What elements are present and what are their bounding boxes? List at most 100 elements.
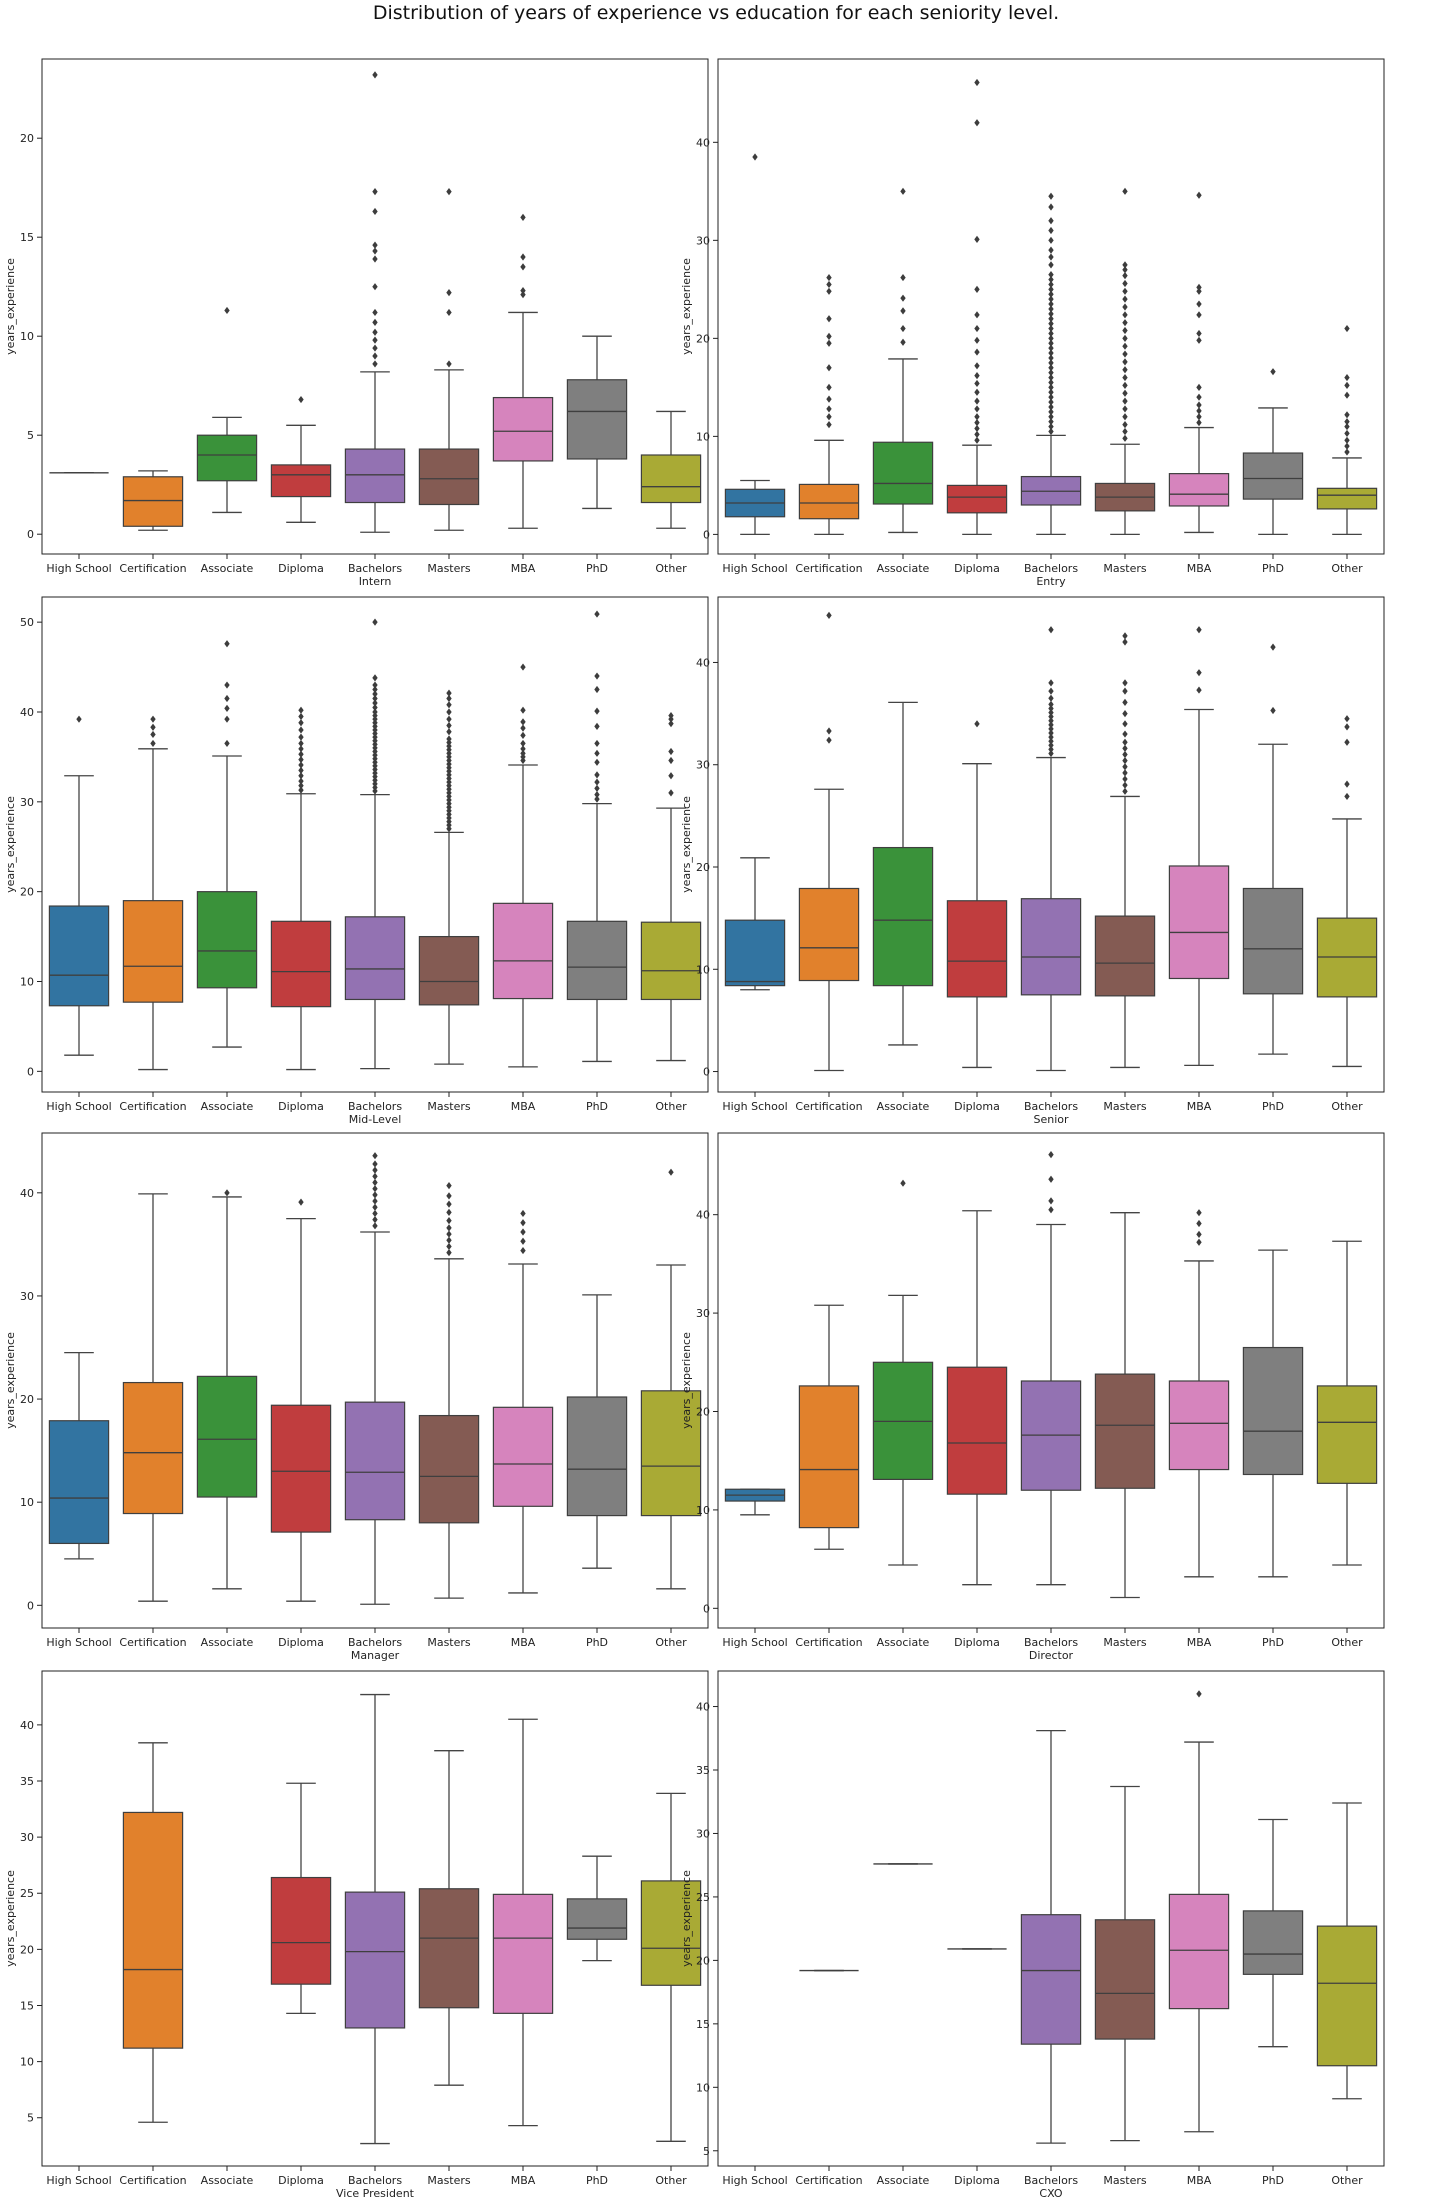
outlier-point — [372, 207, 378, 216]
outlier-point — [150, 715, 156, 723]
outlier-point — [1196, 1690, 1202, 1698]
outlier-point — [594, 749, 600, 757]
outlier-point — [1048, 749, 1054, 758]
x-tick-label: Other — [1331, 2174, 1363, 2187]
x-tick-label: PhD — [1262, 562, 1284, 575]
outlier-point — [520, 706, 526, 714]
outlier-point — [1122, 373, 1128, 382]
outlier-point — [446, 735, 452, 743]
panel-senior: 0 10 20 30 40 High School Certification Associa… — [680, 596, 1385, 1126]
y-tick-label: 10 — [20, 330, 34, 343]
outlier-point — [446, 694, 452, 703]
outlier-point — [298, 782, 304, 790]
box-iqr — [492, 1893, 554, 2014]
outlier-point — [520, 213, 526, 221]
outlier-point — [1122, 638, 1128, 646]
x-tick-label: PhD — [586, 562, 608, 575]
box-associate — [872, 701, 934, 1046]
outlier-point — [372, 255, 378, 263]
y-axis-label: years_experience — [680, 1870, 693, 1967]
box-diploma — [270, 395, 332, 523]
outlier-point — [1048, 427, 1054, 436]
outlier-point — [1270, 643, 1276, 651]
box-iqr — [872, 441, 934, 505]
outlier-point — [1196, 283, 1202, 291]
outlier-point — [224, 1189, 230, 1197]
outlier-point — [826, 364, 832, 372]
box-other — [1316, 715, 1378, 1068]
outlier-point — [1122, 687, 1128, 695]
outlier-point — [298, 756, 304, 764]
y-tick-label: 25 — [696, 1891, 710, 1904]
outlier-point — [1048, 359, 1054, 367]
outlier-point — [826, 287, 832, 295]
outlier-point — [1048, 369, 1054, 377]
outlier-point — [1196, 1238, 1202, 1246]
outlier-point — [1122, 709, 1128, 718]
box-other — [1316, 324, 1378, 536]
outlier-point — [224, 739, 230, 748]
outlier-point — [1196, 1219, 1202, 1228]
outlier-point — [372, 1178, 378, 1187]
x-tick-label: Bachelors — [348, 1100, 402, 1113]
outlier-point — [446, 1217, 452, 1225]
outlier-point — [1344, 723, 1350, 731]
outlier-point — [594, 672, 600, 680]
outlier-point — [1048, 253, 1054, 261]
outlier-point — [298, 1198, 304, 1206]
outlier-point — [1196, 1209, 1202, 1217]
outlier-point — [1122, 272, 1128, 280]
outlier-point — [1196, 401, 1202, 409]
outlier-point — [1122, 769, 1128, 777]
y-axis-label: years_experience — [680, 1332, 693, 1429]
box-iqr — [418, 448, 480, 506]
outlier-point — [446, 1224, 452, 1232]
x-tick-label: Certification — [119, 562, 186, 575]
outlier-point — [1122, 366, 1128, 374]
outlier-point — [594, 758, 600, 766]
outlier-point — [1122, 342, 1128, 350]
outlier-point — [1344, 429, 1350, 438]
y-tick-label: 35 — [20, 1775, 34, 1788]
y-tick-label: 20 — [696, 1954, 710, 1967]
box-iqr — [798, 887, 860, 982]
y-tick-label: 5 — [703, 2145, 710, 2158]
outlier-point — [1048, 261, 1054, 269]
x-tick-label: Associate — [877, 1636, 930, 1649]
y-tick-label: 20 — [696, 332, 710, 345]
outlier-point — [826, 727, 832, 735]
outlier-point — [974, 235, 980, 243]
x-tick-label: MBA — [1187, 562, 1212, 575]
outlier-point — [1048, 725, 1054, 733]
x-tick-label: Masters — [427, 562, 471, 575]
panel-vice-president: 5 10 15 20 25 30 35 40 High School Certification A… — [4, 1670, 709, 2200]
box-iqr — [640, 1390, 702, 1517]
box-phd — [1242, 1249, 1304, 1578]
x-tick-label: Masters — [1103, 1100, 1147, 1113]
outlier-point — [298, 777, 304, 785]
x-axis-label: Manager — [351, 1649, 400, 1662]
outlier-point — [1122, 350, 1128, 358]
outlier-point — [372, 1160, 378, 1168]
box-bachelors — [344, 1152, 406, 1605]
outlier-point — [594, 739, 600, 748]
outlier-point — [520, 253, 526, 261]
x-tick-label: PhD — [1262, 1100, 1284, 1113]
box-iqr — [640, 454, 702, 504]
x-tick-label: MBA — [1187, 2174, 1212, 2187]
panel-entry: 0 10 20 30 40 High School Certification Associa… — [680, 58, 1385, 588]
outlier-point — [372, 247, 378, 255]
outlier-point — [372, 241, 378, 249]
outlier-point — [1270, 706, 1276, 715]
x-tick-label: Diploma — [278, 1636, 324, 1649]
y-tick-label: 0 — [27, 528, 34, 541]
box-masters — [418, 1181, 480, 1599]
outlier-point — [1344, 373, 1350, 382]
box-mba — [492, 213, 554, 529]
outlier-point — [1122, 389, 1128, 397]
y-tick-label: 10 — [696, 2081, 710, 2094]
box-masters — [418, 689, 480, 1065]
box-phd — [1242, 1818, 1304, 2048]
box-bachelors — [1020, 1730, 1082, 2144]
x-tick-label: Associate — [877, 1100, 930, 1113]
